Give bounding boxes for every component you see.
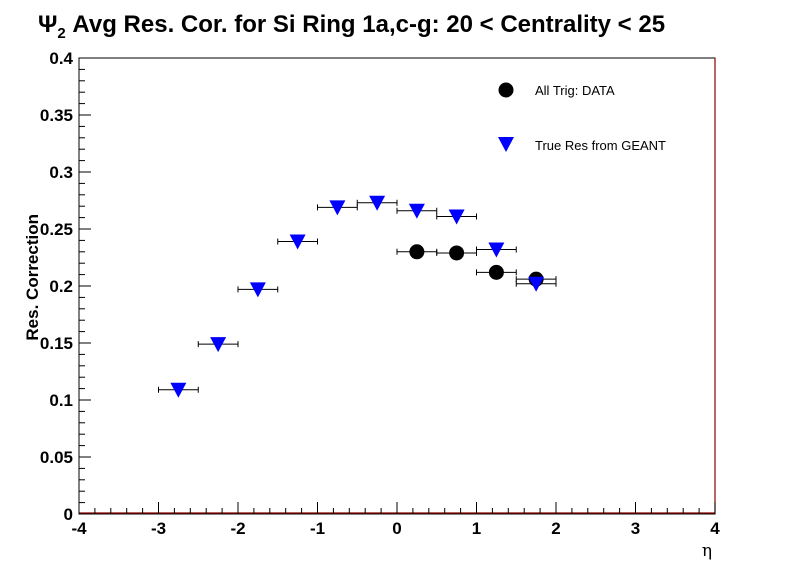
data-point-circle [488, 264, 504, 280]
x-tick-label: 1 [472, 519, 481, 538]
data-point-triangle [170, 382, 187, 398]
x-axis-title: η [702, 541, 712, 561]
x-tick-label: 0 [392, 519, 401, 538]
data-point-circle [449, 245, 465, 261]
y-tick-label: 0 [64, 505, 73, 524]
legend-label-geant: True Res from GEANT [535, 138, 666, 153]
data-point-triangle [289, 234, 306, 250]
legend-label-data: All Trig: DATA [535, 83, 615, 98]
y-tick-label: 0.2 [49, 277, 73, 296]
x-tick-label: -4 [71, 519, 87, 538]
legend-marker-data [498, 82, 514, 98]
chart-title: Ψ2 Avg Res. Cor. for Si Ring 1a,c-g: 20 … [38, 11, 665, 42]
legend-marker-geant [498, 137, 514, 152]
data-point-triangle [249, 282, 266, 298]
y-tick-label: 0.4 [49, 49, 73, 68]
title-subscript: 2 [57, 25, 65, 42]
y-axis: 0 0.05 0.1 0.15 0.2 0.25 0.3 0.35 0.4 [40, 49, 91, 524]
plot-frame [78, 57, 716, 515]
y-tick-label: 0.15 [40, 334, 73, 353]
x-tick-label: -2 [230, 519, 245, 538]
data-point-triangle [488, 242, 505, 258]
y-axis-title: Res. Correction [23, 214, 42, 341]
data-point-circle [409, 244, 425, 260]
x-axis: -4 -3 -2 -1 0 1 2 3 4 [71, 502, 720, 538]
data-point-triangle [369, 195, 386, 211]
y-tick-label: 0.25 [40, 220, 73, 239]
title-text: Avg Res. Cor. for Si Ring 1a,c-g: 20 < C… [66, 11, 665, 38]
y-tick-label: 0.35 [40, 106, 73, 125]
legend: All Trig: DATA True Res from GEANT [498, 82, 666, 153]
x-tick-label: 3 [631, 519, 640, 538]
x-tick-label: -3 [151, 519, 166, 538]
x-tick-label: 2 [551, 519, 560, 538]
data-point-triangle [528, 276, 545, 292]
data-point-triangle [210, 337, 227, 353]
data-point-triangle [448, 209, 465, 225]
data-marks [158, 195, 557, 398]
data-point-triangle [329, 200, 346, 216]
x-tick-label: -1 [310, 519, 325, 538]
x-tick-label: 4 [710, 519, 720, 538]
data-point-triangle [408, 203, 425, 219]
y-tick-label: 0.1 [49, 391, 73, 410]
y-tick-label: 0.3 [49, 163, 73, 182]
y-tick-label: 0.05 [40, 448, 73, 467]
title-psi: Ψ [38, 11, 57, 38]
